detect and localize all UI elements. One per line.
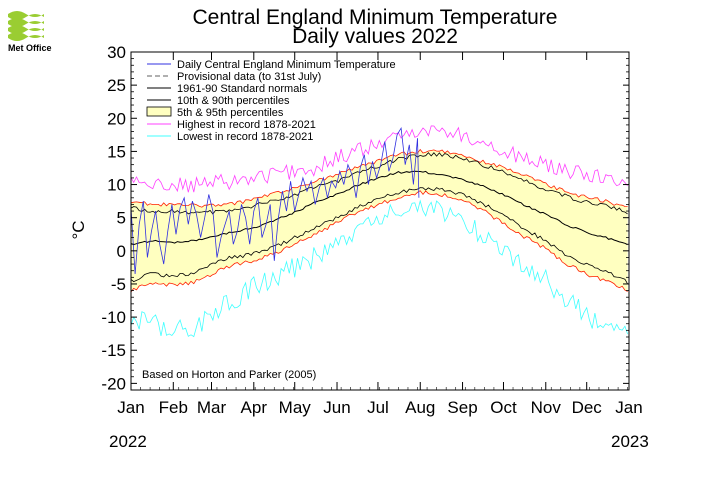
x-tick-label: Feb — [159, 398, 188, 417]
y-tick-label: 0 — [117, 242, 126, 261]
series-95th-percentile — [130, 148, 628, 208]
y-tick-label: -20 — [101, 374, 126, 393]
y-tick-label: -10 — [101, 308, 126, 327]
series-lowest-record — [130, 199, 628, 338]
x-axis: Jan Feb Mar Apr May Jun Jul Aug Sep Oct Nov Dec Jan — [117, 52, 643, 417]
x-tick-label: Dec — [572, 398, 603, 417]
y-tick-label: 20 — [107, 109, 126, 128]
x-tick-label: May — [279, 398, 312, 417]
series-5th-percentile — [130, 190, 628, 293]
series-highest-record — [130, 125, 628, 193]
source-note: Based on Horton and Parker (2005) — [142, 369, 316, 381]
x-tick-label: Aug — [405, 398, 435, 417]
legend-label: 5th & 95th percentiles — [177, 107, 284, 119]
x-tick-label: Jul — [367, 398, 389, 417]
legend-swatch-box — [146, 106, 172, 117]
x-tick-label: Apr — [241, 398, 268, 417]
legend-label: Provisional data (to 31st July) — [177, 71, 321, 83]
y-axis-label: °C — [69, 220, 88, 239]
met-office-logo — [8, 11, 44, 41]
legend-label: 1961-90 Standard normals — [177, 83, 308, 95]
x-tick-label: Sep — [447, 398, 477, 417]
x-tick-label: Jan — [615, 398, 642, 417]
chart-subtitle: Daily values 2022 — [292, 25, 458, 48]
y-tick-label: 25 — [107, 76, 126, 95]
series-10th-percentile — [130, 187, 628, 285]
legend: Daily Central England Minimum Temperatur… — [146, 59, 396, 143]
x-tick-label: Jun — [323, 398, 350, 417]
y-tick-label: -5 — [111, 275, 126, 294]
legend-label: Highest in record 1878-2021 — [177, 119, 316, 131]
series-normals — [130, 170, 628, 246]
legend-label: Lowest in record 1878-2021 — [177, 131, 313, 143]
percentile-5-95-band — [131, 149, 628, 292]
y-tick-label: 10 — [107, 176, 126, 195]
year-start-label: 2022 — [109, 432, 147, 451]
y-tick-label: 15 — [107, 142, 126, 161]
x-tick-label: Mar — [197, 398, 227, 417]
logo-text: Met Office — [8, 43, 52, 53]
series-daily-observations — [130, 126, 420, 275]
x-tick-label: Jan — [117, 398, 144, 417]
legend-label: Daily Central England Minimum Temperatur… — [177, 59, 396, 71]
chart-title: Central England Minimum Temperature — [193, 6, 558, 29]
y-tick-label: 30 — [107, 43, 126, 62]
x-tick-label: Nov — [531, 398, 562, 417]
y-tick-label: -15 — [101, 341, 126, 360]
series-90th-percentile — [130, 152, 628, 215]
plot-area — [130, 125, 628, 338]
x-tick-label: Oct — [490, 398, 517, 417]
y-tick-label: 5 — [117, 209, 126, 228]
year-end-label: 2023 — [611, 432, 649, 451]
plot-frame — [130, 51, 630, 391]
legend-label: 10th & 90th percentiles — [177, 95, 290, 107]
y-axis: 30 25 20 15 10 5 0 -5 -10 -15 -20 — [101, 43, 629, 393]
